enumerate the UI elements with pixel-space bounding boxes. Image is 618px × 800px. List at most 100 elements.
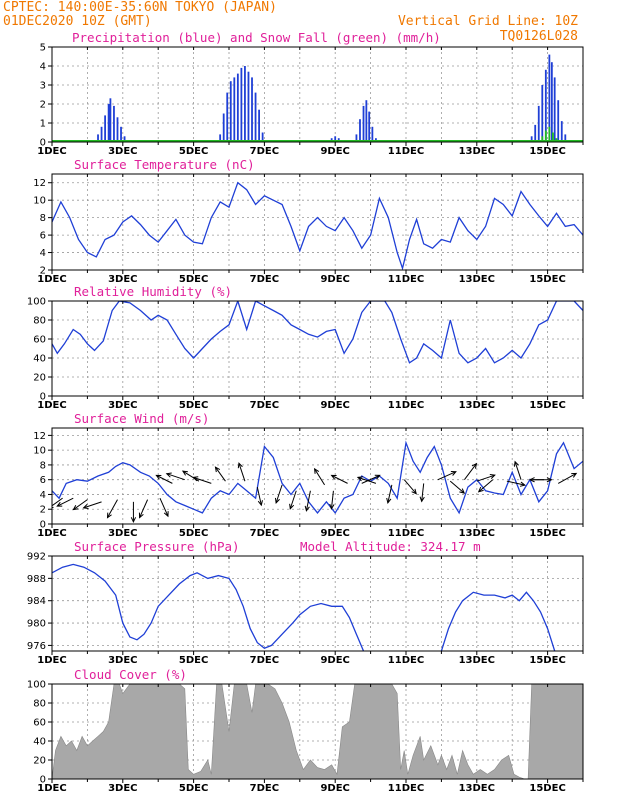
wind-arrowhead (214, 466, 221, 473)
y-tick-label: 80 (33, 699, 46, 710)
wind-arrowhead (192, 476, 199, 482)
y-tick-label: 10 (33, 196, 46, 207)
wind-arrow (314, 468, 326, 486)
series-line (52, 181, 583, 270)
wind-arrow (275, 484, 283, 504)
y-tick-label: 100 (27, 680, 46, 691)
wind-arrowhead (237, 462, 243, 469)
wind-arrowhead (459, 488, 466, 494)
x-tick-label: 7DEC (250, 400, 279, 411)
precip-bar (334, 136, 337, 142)
wind-arrowhead (477, 486, 484, 493)
x-tick-label: 15DEC (529, 783, 565, 794)
wind-arrowhead (471, 462, 478, 469)
panel-frame (51, 427, 584, 525)
x-tick-label: 11DEC (388, 146, 424, 157)
panel-title: Precipitation (blue) and Snow Fall (gree… (72, 30, 441, 45)
x-tick-label: 13DEC (459, 783, 495, 794)
wind-arrow (238, 463, 246, 482)
wind-arrowhead (356, 476, 363, 482)
precip-bar (236, 73, 239, 142)
series-line (52, 440, 583, 515)
wind-arrow (73, 499, 88, 511)
y-tick-label: 2 (40, 505, 46, 516)
y-tick-label: 0 (40, 138, 46, 149)
precip-bar (219, 134, 222, 142)
precip-bar (104, 115, 106, 142)
snow-bar (541, 136, 544, 142)
precip-bar (544, 69, 547, 142)
x-tick-label: 1DEC (37, 400, 66, 411)
wind-arrowhead (528, 477, 535, 483)
wind-arrowhead (313, 467, 320, 474)
panel-annotation: Model Altitude: 324.17 m (300, 539, 481, 554)
x-tick-label: 15DEC (529, 528, 565, 539)
panel-0: 0 1 2 3 4 5 1DEC 3DEC 5DEC 7DEC 9DEC 11DEC 13DEC 15DE… (37, 30, 584, 157)
wind-arrow (182, 470, 200, 482)
precip-bar (123, 136, 126, 142)
y-tick-label: 100 (27, 297, 46, 308)
snow-bar (544, 130, 547, 142)
y-tick-label: 980 (27, 619, 46, 630)
wind-arrow (156, 474, 173, 484)
panel-frame (51, 173, 584, 271)
precip-bar (97, 134, 99, 142)
snow-bar (548, 126, 551, 142)
x-tick-label: 7DEC (250, 783, 279, 794)
precip-bar (564, 134, 567, 142)
x-tick-label: 5DEC (179, 528, 208, 539)
precip-bar (229, 81, 232, 142)
wind-arrowhead (163, 511, 169, 518)
wind-arrow (449, 480, 465, 494)
wind-arrow (361, 474, 380, 484)
panel-frame (51, 683, 584, 780)
y-tick-label: 20 (33, 756, 46, 767)
x-tick-label: 13DEC (459, 655, 495, 666)
wind-arrowhead (489, 474, 496, 480)
wind-arrow (514, 461, 522, 480)
wind-arrow (403, 479, 417, 495)
wind-arrowhead (450, 471, 457, 476)
wind-arrow (387, 484, 393, 503)
plot-area (52, 563, 556, 651)
precip-bar (107, 104, 110, 142)
panel-title: Surface Wind (m/s) (74, 411, 209, 426)
x-tick-label: 15DEC (529, 274, 565, 285)
x-tick-label: 9DEC (320, 146, 349, 157)
cloud-area (52, 684, 583, 779)
precip-bar (113, 105, 115, 142)
precip-bar (258, 109, 260, 142)
y-tick-label: 976 (27, 641, 46, 652)
y-tick-label: 988 (27, 574, 46, 585)
x-tick-label: 3DEC (108, 400, 137, 411)
panel-title: Surface Pressure (hPa) (74, 539, 240, 554)
panel-1: 2 4 6 8 10 12 1DEC 3DEC 5DEC 7DEC 9DEC 11DEC 13DEC 15… (33, 157, 584, 285)
wind-arrowhead (56, 501, 63, 507)
precip-bar (251, 77, 253, 142)
wind-arrowhead (513, 460, 519, 467)
x-tick-label: 11DEC (388, 274, 424, 285)
precip-bar (120, 126, 122, 142)
precip-bar (557, 100, 560, 142)
plot-area (52, 684, 583, 779)
x-tick-label: 1DEC (37, 783, 66, 794)
x-tick-label: 13DEC (459, 400, 495, 411)
wind-arrow (330, 490, 334, 509)
x-tick-label: 7DEC (250, 274, 279, 285)
y-tick-label: 80 (33, 316, 46, 327)
panel-frame (51, 555, 584, 652)
wind-arrow (476, 474, 495, 482)
precip-bar (537, 105, 540, 142)
x-tick-label: 7DEC (250, 655, 279, 666)
panel-frame (51, 46, 584, 143)
y-tick-label: 984 (27, 596, 46, 607)
wind-arrowhead (165, 472, 172, 478)
y-tick-label: 60 (33, 335, 46, 346)
panel-title: Cloud Cover (%) (74, 667, 187, 682)
precip-bar (359, 119, 361, 142)
x-tick-label: 7DEC (250, 146, 279, 157)
wind-arrowhead (374, 474, 381, 480)
wind-arrow (83, 501, 102, 509)
precip-bar (244, 66, 246, 142)
x-tick-label: 5DEC (179, 146, 208, 157)
